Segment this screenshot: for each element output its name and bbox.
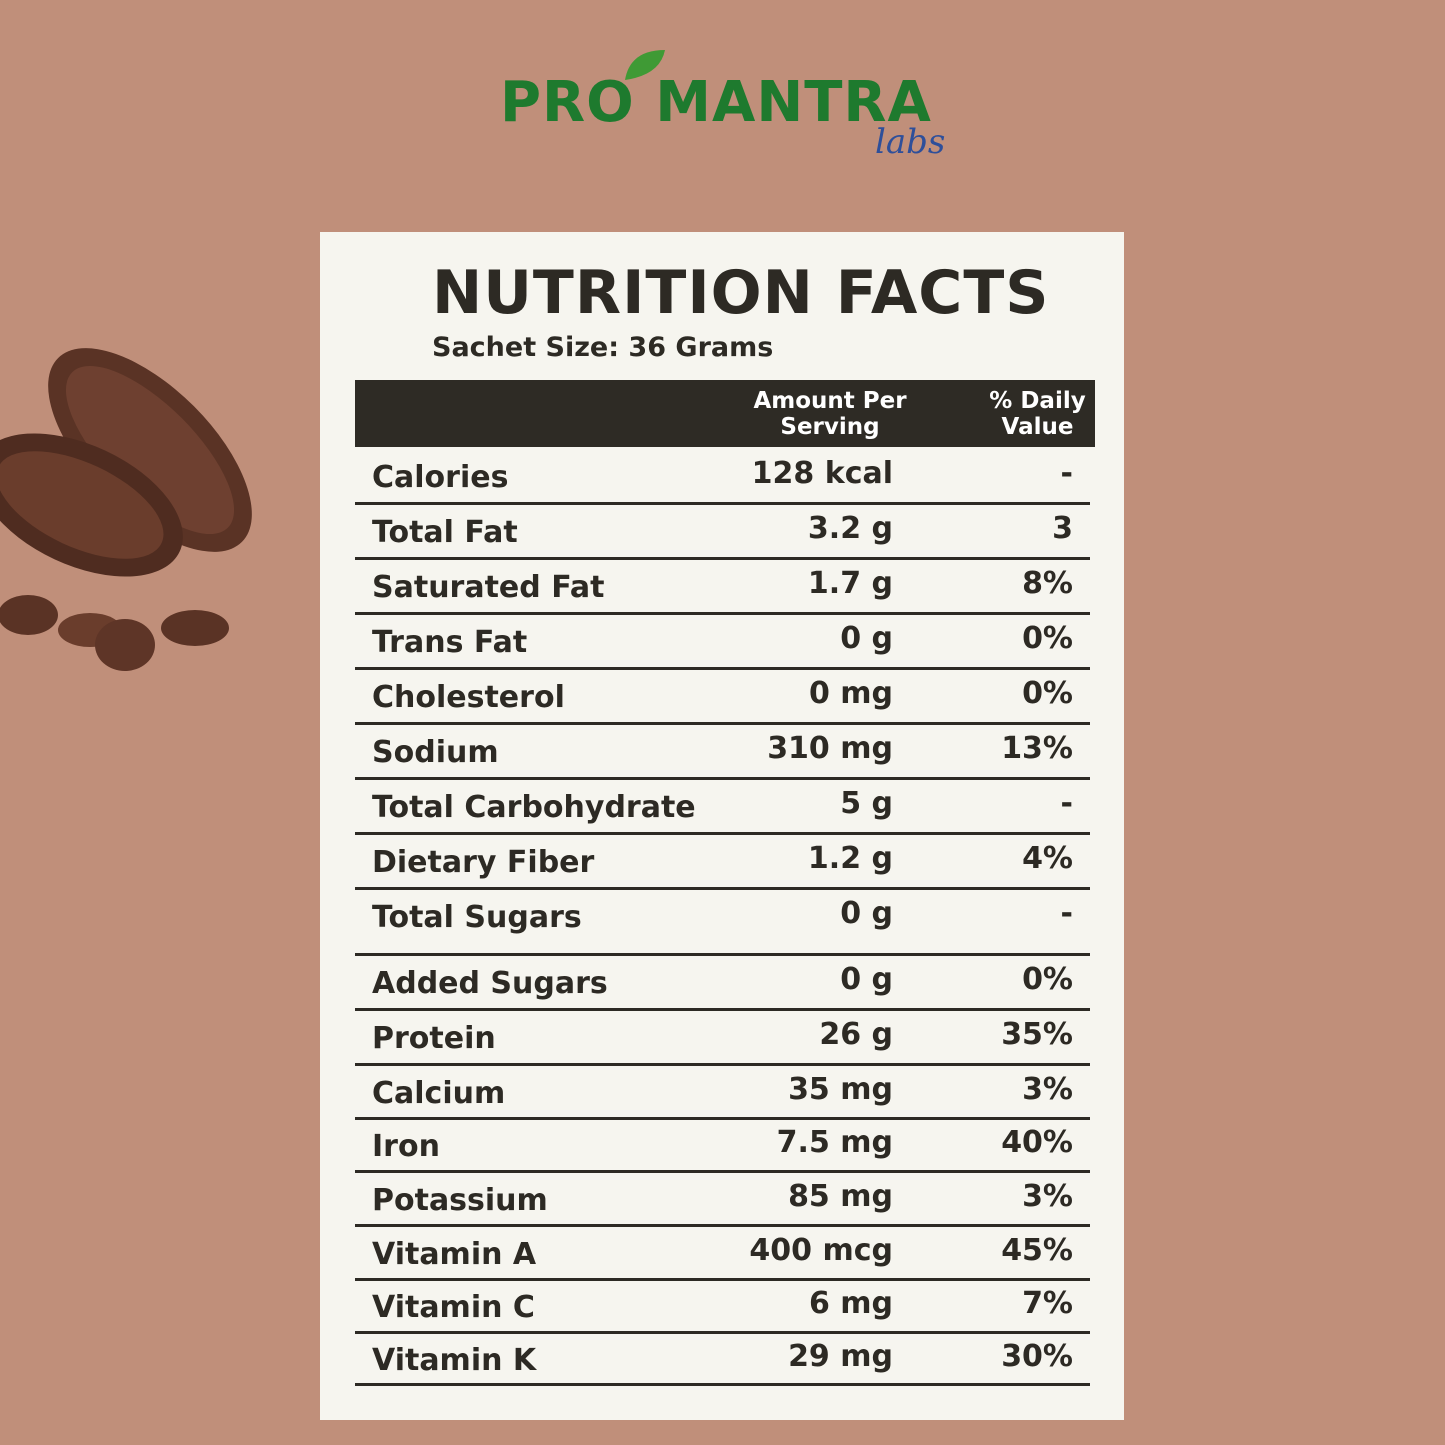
daily-value: 3% <box>1022 1178 1073 1214</box>
daily-value: 0% <box>1022 676 1073 711</box>
daily-value: - <box>1060 456 1073 491</box>
daily-value: 0% <box>1022 621 1073 656</box>
title: NUTRITION FACTS <box>432 258 1050 328</box>
daily-value: 13% <box>1001 731 1073 766</box>
column-header: % Daily Value <box>989 388 1086 440</box>
amount: 6 mg <box>808 1286 893 1321</box>
daily-value: - <box>1060 896 1073 931</box>
amount: 35 mg <box>788 1071 893 1107</box>
row-divider <box>355 832 1090 835</box>
brand: PRO MANTRA <box>500 70 932 135</box>
row-divider <box>355 667 1090 670</box>
nutrient-name: Total Carbohydrate <box>372 790 696 825</box>
nutrient-name: Cholesterol <box>372 680 565 715</box>
daily-value: 8% <box>1022 566 1073 601</box>
amount: 0 mg <box>808 676 893 711</box>
daily-value: 7% <box>1022 1286 1073 1321</box>
daily-value: 3% <box>1022 1071 1073 1107</box>
daily-value: 4% <box>1022 841 1073 876</box>
nutrient-name: Protein <box>372 1021 496 1056</box>
nutrient-name: Saturated Fat <box>372 570 605 605</box>
amount: 1.7 g <box>807 566 893 601</box>
nutrient-name: Calories <box>372 460 509 495</box>
nutrient-name: Dietary Fiber <box>372 845 595 880</box>
daily-value: 40% <box>1001 1125 1073 1160</box>
row-divider <box>355 557 1090 560</box>
daily-value: - <box>1060 786 1073 821</box>
amount: 5 g <box>840 786 893 821</box>
nutrient-name: Vitamin K <box>372 1342 537 1378</box>
amount: 0 g <box>840 962 893 997</box>
row-divider <box>355 1278 1090 1281</box>
daily-value: 35% <box>1001 1017 1073 1052</box>
amount: 400 mcg <box>749 1232 893 1268</box>
row-divider <box>355 777 1090 780</box>
nutrient-name: Calcium <box>372 1075 506 1111</box>
row-divider <box>355 612 1090 615</box>
nutrient-name: Total Sugars <box>372 900 582 935</box>
daily-value: 30% <box>1001 1338 1073 1374</box>
leaf-icon <box>625 50 665 80</box>
daily-value: 0% <box>1022 962 1073 997</box>
amount: 29 mg <box>788 1338 893 1374</box>
column-header: Amount Per Serving <box>753 388 907 440</box>
daily-value: 45% <box>1001 1232 1073 1268</box>
nutrient-name: Added Sugars <box>372 966 608 1001</box>
row-divider <box>355 1170 1090 1173</box>
row-divider <box>355 1383 1090 1386</box>
row-divider <box>355 887 1090 890</box>
amount: 0 g <box>840 896 893 931</box>
amount: 1.2 g <box>807 841 893 876</box>
row-divider <box>355 1331 1090 1334</box>
nutrient-name: Trans Fat <box>372 625 528 660</box>
nutrient-name: Potassium <box>372 1182 548 1218</box>
amount: 310 mg <box>767 731 893 766</box>
amount: 85 mg <box>788 1178 893 1214</box>
daily-value: 3 <box>1052 511 1073 546</box>
row-divider <box>355 1117 1090 1120</box>
nutrient-name: Vitamin C <box>372 1290 535 1325</box>
amount: 3.2 g <box>807 511 893 546</box>
row-divider <box>355 502 1090 505</box>
amount: 7.5 mg <box>776 1125 893 1160</box>
row-divider <box>355 1224 1090 1227</box>
amount: 0 g <box>840 621 893 656</box>
sub-brand: labs <box>875 122 946 162</box>
subtitle: Sachet Size: 36 Grams <box>432 332 774 363</box>
row-divider <box>355 1063 1090 1066</box>
row-divider <box>355 953 1090 956</box>
amount: 128 kcal <box>751 456 893 491</box>
nutrient-name: Vitamin A <box>372 1236 537 1272</box>
nutrient-name: Sodium <box>372 735 499 770</box>
cacao-image <box>0 348 252 671</box>
row-divider <box>355 722 1090 725</box>
amount: 26 g <box>819 1017 893 1052</box>
table-header: Amount Per Serving % Daily Value <box>355 380 1095 447</box>
row-divider <box>355 1008 1090 1011</box>
nutrient-name: Total Fat <box>372 515 518 550</box>
nutrient-name: Iron <box>372 1129 440 1164</box>
